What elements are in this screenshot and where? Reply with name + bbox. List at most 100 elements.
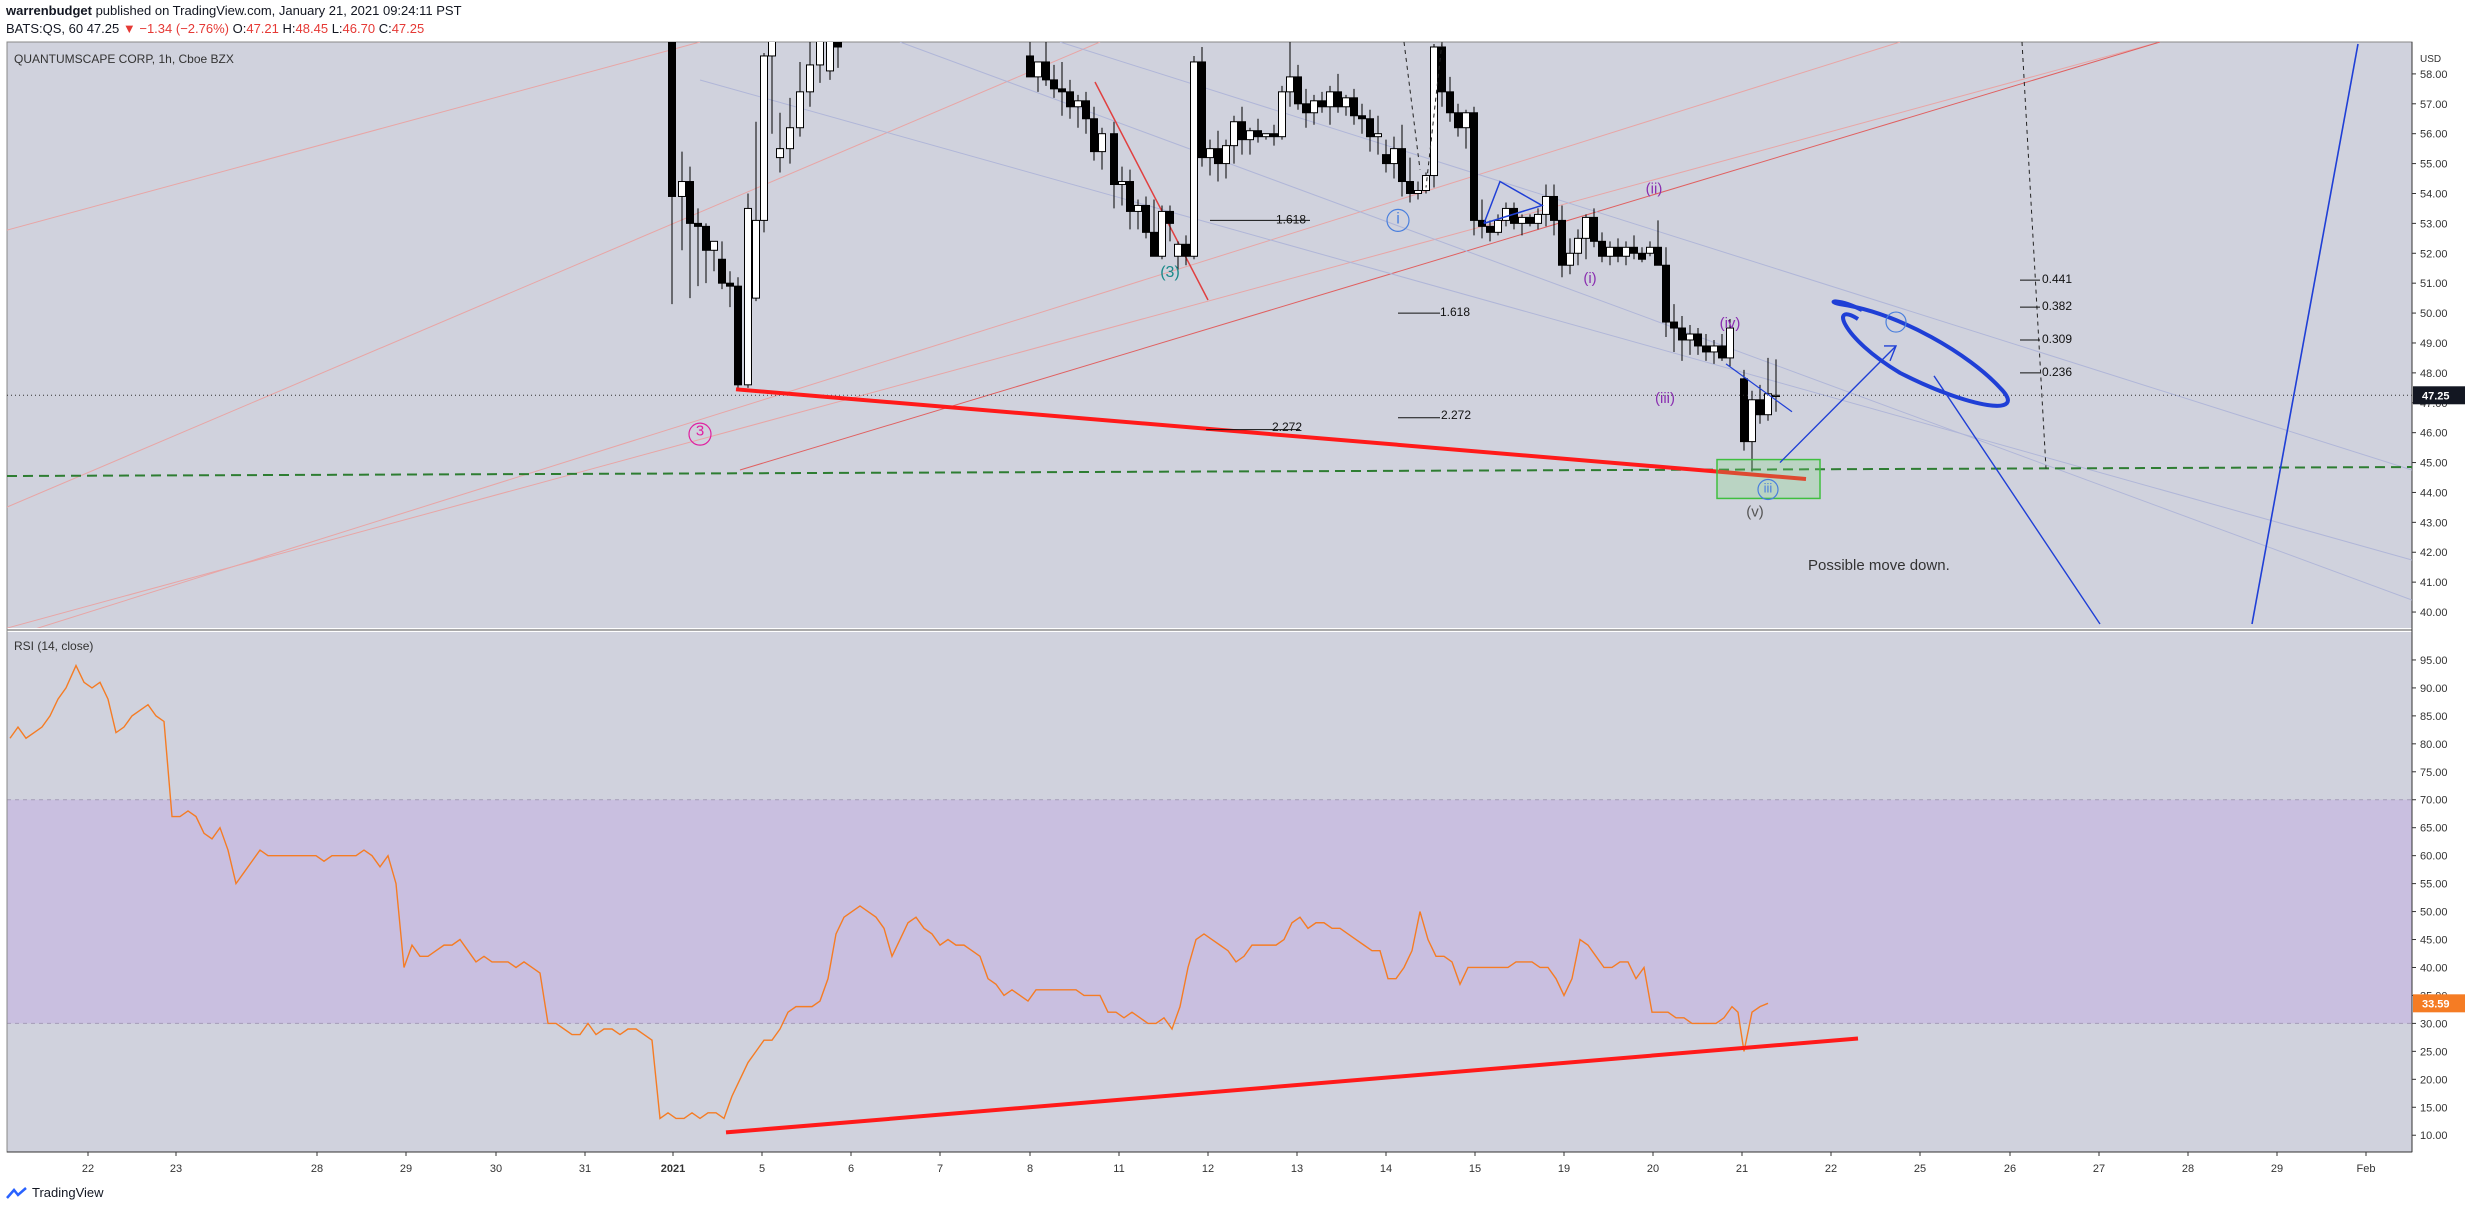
candle-body [1598, 240, 1606, 257]
candle-body [1414, 189, 1422, 194]
rsi-tick-label: 95.00 [2420, 655, 2448, 667]
candle-body [686, 181, 694, 224]
chart-annotation: 1.618 [1276, 212, 1306, 226]
close-value: 47.25 [391, 21, 425, 36]
candle-body [1198, 61, 1206, 159]
candle-body [1526, 216, 1534, 224]
chart-canvas[interactable]: 40.0041.0042.0043.0044.0045.0046.0047.00… [0, 0, 2468, 1180]
candle-body [1542, 195, 1550, 215]
chart-annotation: 2.272 [1441, 408, 1471, 422]
projection-down-line [1933, 375, 2101, 625]
candle-body [1678, 327, 1686, 341]
candle-body [1270, 133, 1278, 138]
candle-body [726, 282, 734, 287]
open-value: 47.21 [246, 21, 279, 36]
price-tick-label: 41.00 [2420, 577, 2448, 589]
dashed-line [1403, 42, 1421, 170]
candle-body [744, 207, 752, 386]
candle-body [1374, 133, 1382, 138]
rsi-line [9, 663, 1769, 1120]
candle-body [760, 55, 768, 221]
trend-line-red-thin [1094, 81, 1209, 301]
fan-line [899, 42, 2412, 601]
chart-annotation: 0.309 [2042, 332, 2072, 346]
rsi-tick-label: 90.00 [2420, 683, 2448, 695]
candle-body [1710, 345, 1718, 353]
chart-annotation: (i) [1583, 270, 1596, 287]
candle-body [734, 285, 742, 386]
channel-line [7, 42, 701, 231]
rsi-trend-line [725, 1036, 1859, 1135]
chart-annotation: 0.382 [2042, 299, 2072, 313]
rsi-value-tag-text: 33.59 [2422, 998, 2450, 1010]
price-tick-label: 57.00 [2420, 99, 2448, 111]
candle-body [1590, 216, 1598, 242]
candle-body [1702, 345, 1710, 353]
candle-body [1214, 148, 1222, 165]
wedge-line [1725, 363, 1793, 413]
candle-body [1510, 207, 1518, 224]
candle-body [1654, 246, 1662, 266]
high-value: 48.45 [295, 21, 329, 36]
price-tick-label: 50.00 [2420, 308, 2448, 320]
price-tick-label: 40.00 [2420, 607, 2448, 619]
x-tick-label: 28 [2182, 1163, 2194, 1175]
projection-up-line [2251, 43, 2359, 625]
x-tick-label: 28 [311, 1163, 323, 1175]
price-tick-label: 43.00 [2420, 517, 2448, 529]
candle-body [1206, 148, 1214, 159]
candle-body [1110, 133, 1118, 186]
candle-body [768, 42, 776, 57]
symbol-ohlc-line: BATS:QS, 60 47.25 ▼ −1.34 (−2.76%) O:47.… [6, 21, 424, 36]
rsi-tick-label: 55.00 [2420, 879, 2448, 891]
rsi-tick-label: 40.00 [2420, 962, 2448, 974]
candle-body [1150, 231, 1158, 257]
brand-text[interactable]: TradingView [32, 1185, 104, 1200]
candle-body [1726, 327, 1734, 359]
tradingview-logo-icon [6, 1186, 27, 1199]
rsi-tick-label: 80.00 [2420, 739, 2448, 751]
candle-body [1494, 219, 1502, 233]
candle-body [1718, 345, 1726, 359]
author-name[interactable]: warrenbudget [6, 3, 92, 18]
price-pane [7, 42, 2412, 628]
candle-body [1622, 246, 1630, 257]
candle-body [1438, 46, 1446, 93]
chart-annotation: (iii) [1655, 390, 1675, 407]
x-tick-label: 25 [1914, 1163, 1926, 1175]
candle-body [1430, 46, 1438, 177]
price-tick-label: 53.00 [2420, 218, 2448, 230]
chart-annotation: (v) [1746, 503, 1764, 520]
candle-body [1686, 333, 1694, 341]
candle-body [1082, 100, 1090, 120]
x-tick-label: 5 [759, 1163, 765, 1175]
candle-body [1518, 216, 1526, 224]
rsi-pane-title: RSI (14, close) [14, 639, 93, 653]
candle-body [1174, 243, 1182, 257]
chart-annotation: 1.618 [1440, 305, 1470, 319]
x-tick-label: 19 [1558, 1163, 1570, 1175]
currency-label: USD [2420, 54, 2441, 65]
price-tick-label: 58.00 [2420, 69, 2448, 81]
candle-body [678, 181, 686, 197]
rsi-tick-label: 65.00 [2420, 823, 2448, 835]
candle-body [1254, 130, 1262, 138]
x-tick-label: 15 [1469, 1163, 1481, 1175]
candle-body [1534, 213, 1542, 224]
candle-body [816, 42, 824, 66]
candle-body [1756, 399, 1764, 416]
x-tick-label: Feb [2357, 1163, 2376, 1175]
chart-annotation: i [1396, 210, 1400, 227]
rsi-tick-label: 45.00 [2420, 935, 2448, 947]
candle-body [1050, 79, 1058, 90]
candle-body [1246, 130, 1254, 141]
candle-body [710, 240, 718, 251]
wave-circle [1757, 478, 1779, 501]
x-tick-label: 27 [2093, 1163, 2105, 1175]
x-tick-label: 2021 [661, 1163, 685, 1175]
wave-circle [688, 422, 712, 446]
candle-body [1470, 112, 1478, 221]
candle-body [1098, 133, 1106, 153]
channel-line [7, 42, 1101, 508]
candle-body [1630, 246, 1638, 254]
